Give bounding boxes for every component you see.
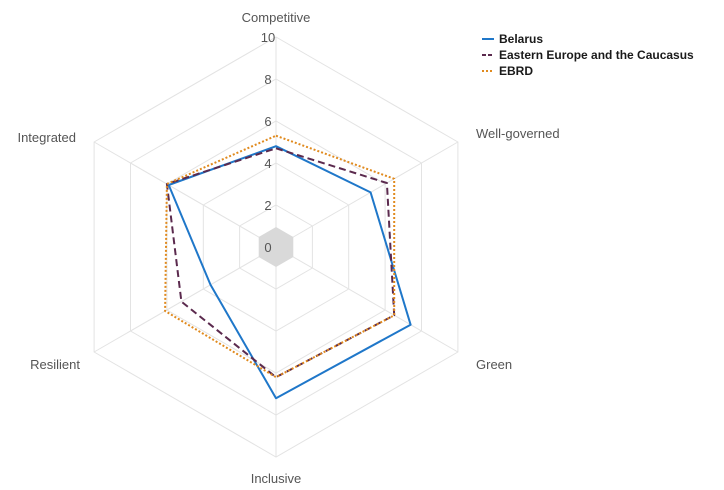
axis-label: Competitive [242,10,311,25]
tick-label: 10 [261,30,275,45]
legend-label: EBRD [499,64,533,78]
axis-label: Inclusive [251,471,302,486]
legend: Belarus Eastern Europe and the Caucasus EB… [482,32,694,78]
series-line-0 [167,145,412,400]
grid-spoke [275,141,459,248]
grid-spoke [93,141,277,248]
axis-label: Integrated [17,130,76,145]
tick-label: 4 [264,156,271,171]
axis-label: Green [476,357,512,372]
tick-label: 0 [264,240,271,255]
tick-label: 8 [264,72,271,87]
series-line-2 [164,134,396,379]
legend-label: Belarus [499,32,543,46]
radar-grid [93,36,459,458]
center-marker [258,227,294,267]
series-group [164,134,412,400]
tick-label: 2 [264,198,271,213]
tick-label: 6 [264,114,271,129]
axis-label: Well-governed [476,126,560,141]
grid-spoke [93,246,277,353]
tick-labels: 0 2 4 6 8 10 [261,30,275,255]
axis-label: Resilient [30,357,80,372]
axis-labels: Competitive Well-governed Green Inclusive Re… [17,10,559,486]
series-line-1 [165,147,396,379]
legend-label: Eastern Europe and the Caucasus [499,48,694,62]
center-marker-group [258,227,294,267]
grid-spoke [275,246,459,353]
